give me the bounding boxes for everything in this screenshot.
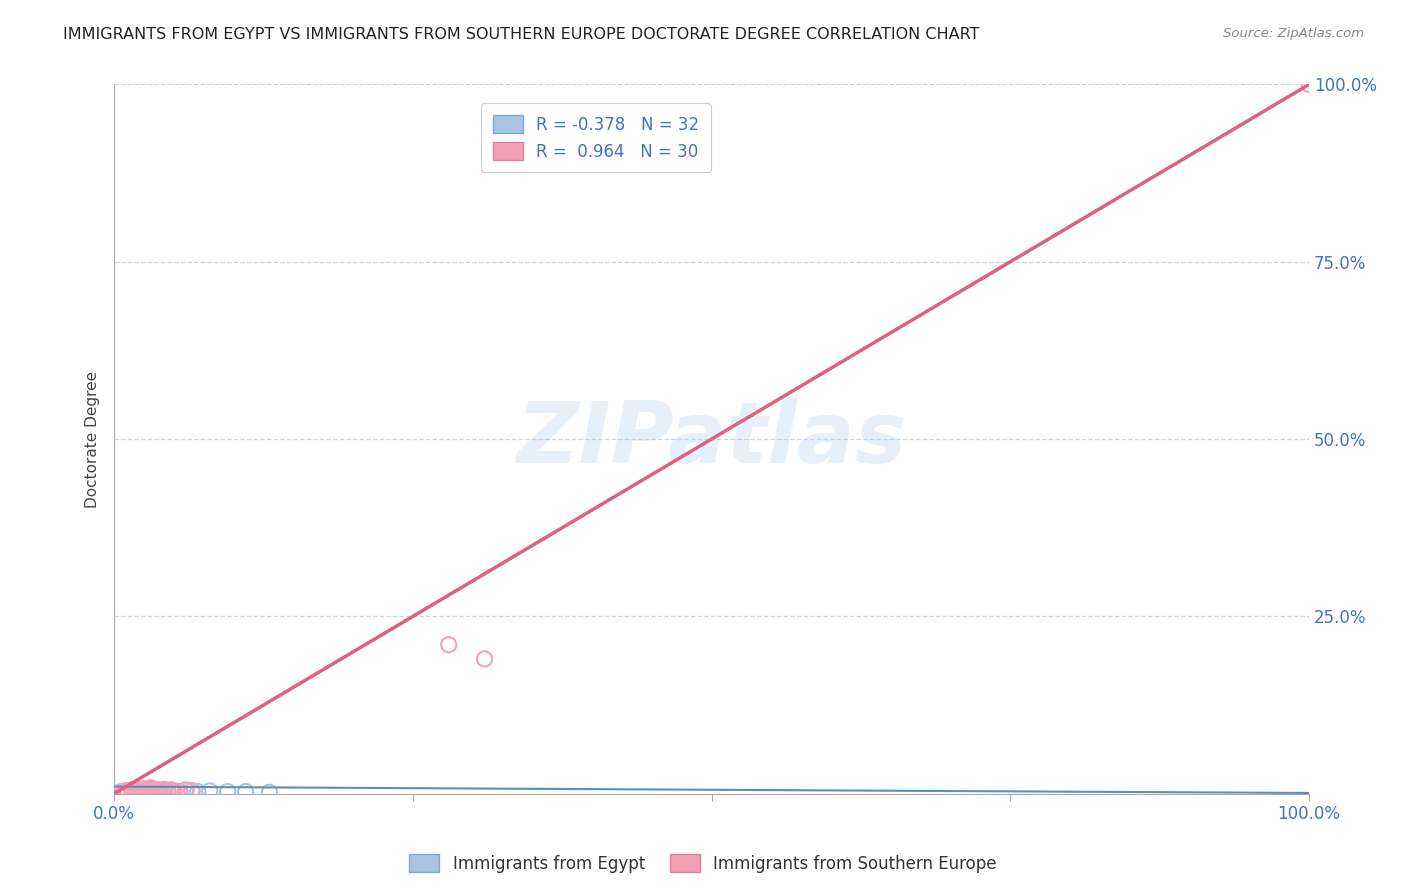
Point: [156, 784, 179, 798]
Point: [141, 784, 163, 798]
Point: [163, 784, 186, 798]
Point: [132, 781, 155, 796]
Point: [117, 785, 139, 799]
Point: [160, 783, 183, 797]
Point: [163, 784, 186, 798]
Point: [150, 784, 173, 798]
Point: [112, 784, 135, 798]
Point: [169, 784, 191, 798]
Point: [141, 784, 163, 798]
Point: [139, 783, 162, 797]
Point: [1298, 78, 1320, 92]
Point: [136, 784, 159, 798]
Point: [125, 784, 148, 798]
Point: [160, 783, 183, 797]
Point: [112, 784, 135, 798]
Point: [174, 783, 197, 797]
Y-axis label: Doctorate Degree: Doctorate Degree: [86, 370, 100, 508]
Point: [153, 782, 176, 797]
Point: [180, 784, 202, 798]
Point: [180, 784, 202, 798]
Point: [127, 784, 149, 798]
Point: [169, 784, 191, 798]
Point: [127, 782, 149, 797]
Point: [127, 782, 149, 797]
Point: [139, 783, 162, 797]
Point: [139, 780, 162, 795]
Point: [187, 784, 209, 798]
Text: IMMIGRANTS FROM EGYPT VS IMMIGRANTS FROM SOUTHERN EUROPE DOCTORATE DEGREE CORREL: IMMIGRANTS FROM EGYPT VS IMMIGRANTS FROM…: [63, 27, 980, 42]
Point: [145, 782, 167, 797]
Point: [121, 784, 143, 798]
Point: [235, 784, 257, 798]
Point: [132, 781, 155, 796]
Text: Source: ZipAtlas.com: Source: ZipAtlas.com: [1223, 27, 1364, 40]
Point: [217, 784, 239, 798]
Point: [129, 783, 152, 797]
Point: [474, 652, 496, 666]
Point: [121, 783, 143, 797]
Point: [150, 784, 173, 798]
Point: [153, 782, 176, 797]
Text: ZIPatlas: ZIPatlas: [516, 398, 907, 481]
Point: [259, 785, 281, 799]
Point: [121, 784, 143, 798]
Point: [149, 783, 172, 797]
Point: [437, 638, 460, 652]
Point: [198, 784, 221, 798]
Point: [136, 784, 159, 798]
Point: [115, 784, 138, 798]
Point: [145, 784, 167, 798]
Point: [145, 782, 167, 797]
Point: [115, 784, 138, 798]
Point: [125, 784, 148, 798]
Point: [149, 783, 172, 797]
Point: [139, 780, 162, 795]
Point: [108, 785, 131, 799]
Point: [127, 784, 149, 798]
Point: [174, 783, 197, 797]
Point: [117, 785, 139, 799]
Legend: Immigrants from Egypt, Immigrants from Southern Europe: Immigrants from Egypt, Immigrants from S…: [402, 847, 1004, 880]
Point: [132, 784, 155, 798]
Point: [132, 784, 155, 798]
Point: [156, 784, 179, 798]
Legend: R = -0.378   N = 32, R =  0.964   N = 30: R = -0.378 N = 32, R = 0.964 N = 30: [481, 103, 711, 172]
Point: [129, 783, 152, 797]
Point: [108, 785, 131, 799]
Point: [145, 784, 167, 798]
Point: [121, 783, 143, 797]
